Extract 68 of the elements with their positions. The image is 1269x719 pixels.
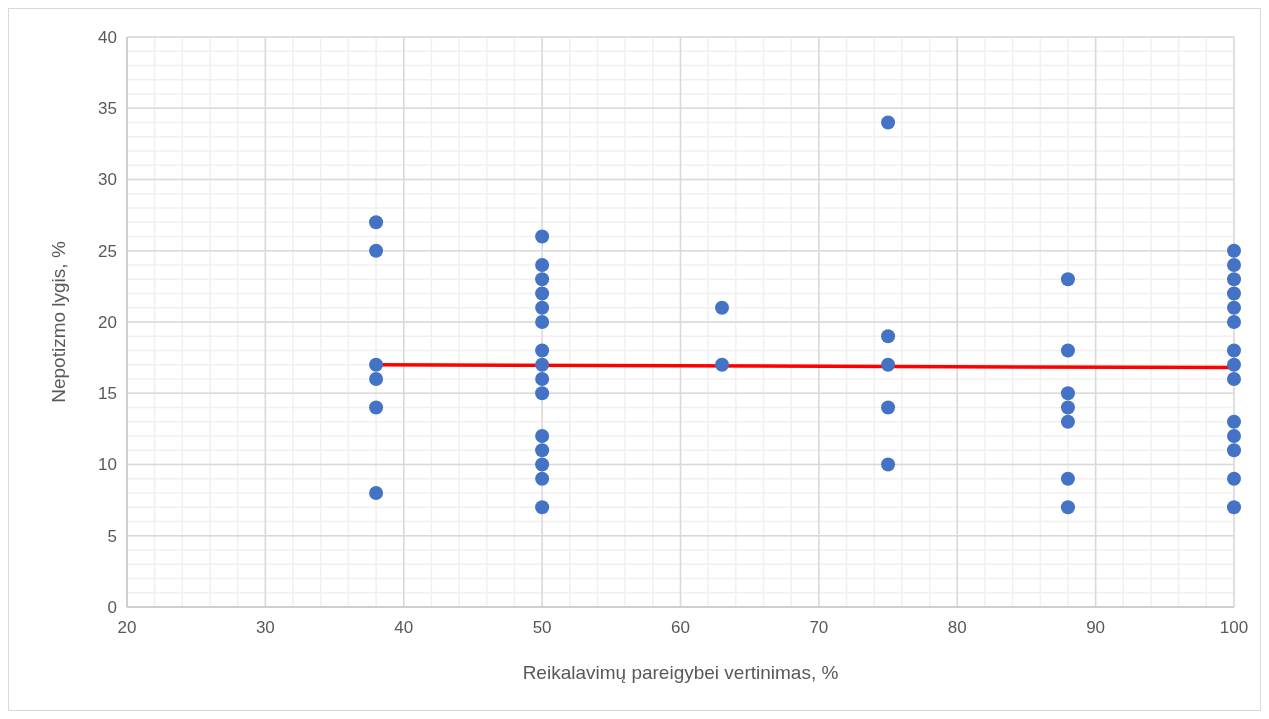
point	[881, 115, 896, 130]
y-tick-label: 20	[98, 312, 117, 332]
point	[535, 343, 550, 358]
point	[535, 500, 550, 515]
point	[1227, 286, 1241, 301]
y-tick-label: 40	[98, 27, 117, 47]
x-tick-label: 60	[671, 618, 690, 637]
point	[1227, 471, 1241, 486]
x-tick-label: 80	[947, 618, 967, 637]
point	[1227, 258, 1241, 272]
point	[369, 357, 384, 372]
point	[369, 486, 384, 500]
point	[1060, 500, 1075, 515]
point	[1060, 272, 1075, 287]
y-tick-label: 0	[107, 597, 117, 617]
point	[715, 300, 730, 315]
y-axis-title: Nepotizmo lygis, %	[48, 241, 69, 403]
point	[1227, 429, 1241, 443]
point	[1227, 243, 1241, 258]
y-tick-label: 30	[98, 170, 117, 190]
point	[369, 372, 384, 386]
point	[1060, 343, 1075, 358]
y-tick-label: 15	[98, 384, 117, 404]
x-tick-label: 50	[532, 618, 552, 637]
point	[535, 443, 550, 458]
point	[881, 357, 896, 372]
point	[881, 400, 896, 415]
x-tick-label: 90	[1086, 618, 1106, 637]
x-tick-label: 100	[1219, 618, 1249, 637]
point	[1227, 272, 1241, 287]
y-tick-label: 25	[98, 241, 117, 261]
point	[1227, 414, 1241, 429]
point	[369, 215, 384, 230]
point	[535, 457, 550, 472]
point	[535, 272, 550, 287]
point	[1060, 400, 1075, 415]
point	[535, 429, 550, 443]
point	[1227, 315, 1241, 329]
point	[1060, 414, 1075, 429]
point	[535, 300, 550, 315]
point	[1227, 500, 1241, 515]
point	[369, 400, 384, 415]
point	[535, 471, 550, 486]
y-tick-label: 5	[107, 526, 117, 546]
point	[1227, 300, 1241, 315]
point	[535, 386, 550, 401]
point	[535, 357, 550, 372]
y-tick-label: 35	[98, 99, 117, 119]
point	[369, 243, 384, 258]
point	[535, 258, 550, 272]
point	[1227, 357, 1241, 372]
point	[535, 286, 550, 301]
point	[535, 315, 550, 329]
point	[715, 357, 730, 372]
x-tick-label: 70	[809, 618, 829, 637]
point	[1060, 386, 1075, 401]
y-tick-label: 10	[98, 455, 117, 475]
point	[535, 229, 550, 244]
x-tick-label: 40	[394, 618, 414, 637]
point	[1060, 471, 1075, 486]
point	[881, 457, 896, 472]
point	[1227, 372, 1241, 386]
x-axis-title: Reikalavimų pareigybei vertinimas, %	[522, 662, 839, 683]
point	[535, 372, 550, 386]
x-tick-label: 30	[255, 618, 275, 637]
point	[1227, 443, 1241, 458]
point	[881, 329, 896, 344]
point	[1227, 343, 1241, 358]
